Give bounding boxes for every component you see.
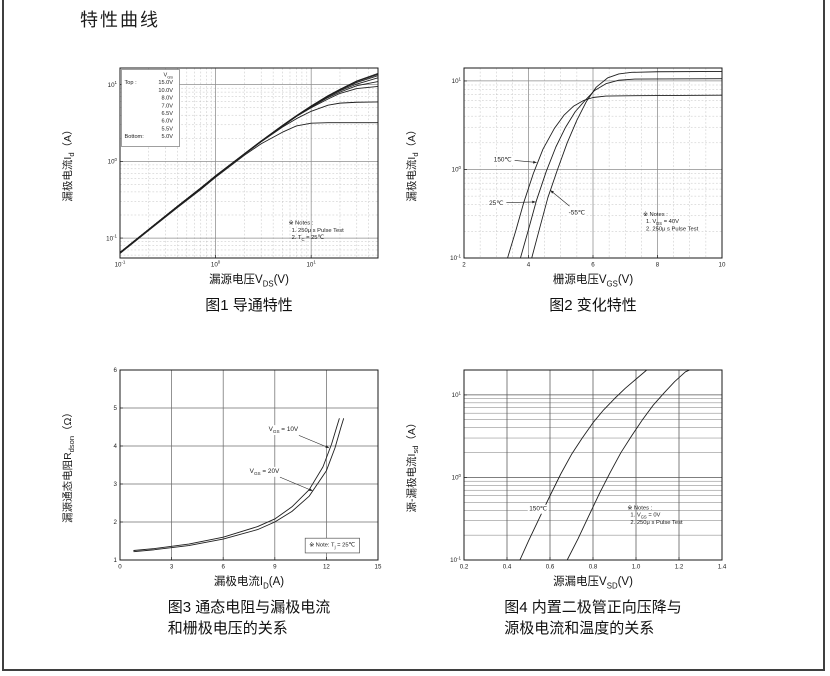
svg-text:漏极电流Id（A）: 漏极电流Id（A） xyxy=(61,124,76,201)
chart2-x-axis-label: 栅源电压VGS(V) xyxy=(552,274,634,289)
svg-text:0.6: 0.6 xyxy=(546,564,555,571)
svg-text:0.4: 0.4 xyxy=(503,564,512,571)
chart3-caption: 图3 通态电阻与漏极电流 和栅极电压的关系 xyxy=(120,597,378,639)
page-title: 特性曲线 xyxy=(80,10,160,31)
svg-text:2: 2 xyxy=(114,519,118,526)
caption-text: 图1 导通特性 xyxy=(205,297,293,315)
svg-text:9: 9 xyxy=(273,564,277,571)
svg-text:源-漏极电流Isd（A）: 源-漏极电流Isd（A） xyxy=(405,418,420,513)
svg-text:10-1: 10-1 xyxy=(450,253,461,262)
figure-1-output-characteristics: 10-1 100 101 101 100 10-1 VGS Top : 15.0V 10.0V 8.… xyxy=(50,58,390,316)
svg-text:1: 1 xyxy=(114,557,118,564)
svg-text:10.0V: 10.0V xyxy=(158,88,173,94)
svg-text:150℃: 150℃ xyxy=(494,157,512,164)
svg-text:150℃: 150℃ xyxy=(529,506,547,513)
svg-text:100: 100 xyxy=(452,165,462,174)
svg-text:100: 100 xyxy=(452,473,462,482)
svg-text:101: 101 xyxy=(452,390,462,399)
svg-text:101: 101 xyxy=(452,76,462,85)
svg-text:5.5V: 5.5V xyxy=(161,126,173,132)
svg-text:3: 3 xyxy=(114,481,118,488)
chart4-x-axis-label: 源漏电压VSD(V) xyxy=(553,576,633,591)
svg-text:-55℃: -55℃ xyxy=(569,209,585,216)
svg-text:6.5V: 6.5V xyxy=(161,111,173,117)
svg-text:6.0V: 6.0V xyxy=(161,119,173,125)
chart1-canvas: 10-1 100 101 101 100 10-1 VGS Top : 15.0V 10.0V 8.… xyxy=(61,67,379,269)
page-border-bottom xyxy=(2,669,825,671)
chart1-caption: 图1 导通特性 xyxy=(120,295,378,316)
svg-text:1. VGS = 0V: 1. VGS = 0V xyxy=(630,513,660,520)
svg-text:2. 250μ s Pulse Test: 2. 250μ s Pulse Test xyxy=(630,520,683,526)
svg-text:VGS = 20V: VGS = 20V xyxy=(250,468,280,476)
chart3-x-axis-label: 漏极电流ID(A) xyxy=(213,576,285,591)
svg-text:8.0V: 8.0V xyxy=(161,96,173,102)
svg-text:Bottom:: Bottom: xyxy=(125,134,145,140)
svg-text:※ Notes :: ※ Notes : xyxy=(643,211,668,218)
svg-text:15.0V: 15.0V xyxy=(158,80,173,86)
svg-text:1. 250μ s Pulse Test: 1. 250μ s Pulse Test xyxy=(292,228,345,234)
caption-text: 图3 通态电阻与漏极电流 和栅极电压的关系 xyxy=(167,599,331,638)
chart4-canvas: 0.2 0.4 0.6 0.8 1.0 1.2 1.4 101 100 10-1 ※ Notes :… xyxy=(405,369,727,571)
svg-text:101: 101 xyxy=(108,80,118,89)
svg-text:2. TC = 25℃: 2. TC = 25℃ xyxy=(292,235,325,242)
svg-text:2. 250μ s Pulse Test: 2. 250μ s Pulse Test xyxy=(646,226,699,232)
svg-text:10-1: 10-1 xyxy=(106,233,117,242)
svg-text:※ Notes :: ※ Notes : xyxy=(289,220,314,227)
page-border-left xyxy=(2,0,4,671)
svg-text:100: 100 xyxy=(211,260,221,269)
page-border-right xyxy=(823,0,825,671)
figure-3-rdson-curve: 0 3 6 9 12 15 6 5 4 3 2 1 ※ Note: Tj = 25℃ VGS = 10V V… xyxy=(50,360,390,639)
svg-text:7.0V: 7.0V xyxy=(161,103,173,109)
svg-text:25℃: 25℃ xyxy=(489,200,503,207)
caption-text: 图2 变化特性 xyxy=(549,297,637,315)
caption-text: 图4 内置二极管正向压降与 源极电流和温度的关系 xyxy=(504,599,682,638)
figure-2-transfer-characteristics: 2 4 6 8 10 101 100 10-1 ※ Notes :1. VDS = 40V 2. … xyxy=(394,58,734,316)
svg-text:5: 5 xyxy=(114,405,118,412)
svg-text:6: 6 xyxy=(221,564,225,571)
figure-4-body-diode-curve: 0.2 0.4 0.6 0.8 1.0 1.2 1.4 101 100 10-1 ※ Notes :… xyxy=(394,360,734,639)
svg-text:※ Note: Tj = 25℃: ※ Note: Tj = 25℃ xyxy=(309,542,355,550)
svg-text:8: 8 xyxy=(656,262,660,269)
svg-text:5.0V: 5.0V xyxy=(161,134,173,140)
svg-text:1. VDS = 40V: 1. VDS = 40V xyxy=(646,219,679,226)
svg-text:10-1: 10-1 xyxy=(115,260,126,269)
svg-text:4: 4 xyxy=(114,443,118,450)
chart1-x-axis-label: 漏源电压VDS(V) xyxy=(209,274,289,289)
svg-text:0.8: 0.8 xyxy=(589,564,598,571)
svg-text:100: 100 xyxy=(108,157,118,166)
chart4-caption: 图4 内置二极管正向压降与 源极电流和温度的关系 xyxy=(464,597,722,639)
svg-text:※ Notes :: ※ Notes : xyxy=(627,504,652,511)
svg-text:1.0: 1.0 xyxy=(632,564,641,571)
svg-text:漏极电流Id（A）: 漏极电流Id（A） xyxy=(405,124,420,201)
svg-text:0: 0 xyxy=(118,564,122,571)
svg-text:15: 15 xyxy=(375,564,382,571)
chart3-canvas: 0 3 6 9 12 15 6 5 4 3 2 1 ※ Note: Tj = 25℃ VGS = 10V V… xyxy=(61,367,382,571)
svg-text:漏源通态电阻Rdson（Ω）: 漏源通态电阻Rdson（Ω） xyxy=(61,407,76,523)
svg-text:6: 6 xyxy=(591,262,595,269)
svg-text:2: 2 xyxy=(462,262,466,269)
svg-text:Top :: Top : xyxy=(125,80,138,86)
svg-text:1.2: 1.2 xyxy=(675,564,684,571)
svg-text:10: 10 xyxy=(719,262,726,269)
svg-text:4: 4 xyxy=(527,262,531,269)
svg-text:12: 12 xyxy=(323,564,330,571)
svg-text:10-1: 10-1 xyxy=(450,555,461,564)
chart2-caption: 图2 变化特性 xyxy=(464,295,722,316)
svg-text:1.4: 1.4 xyxy=(718,564,727,571)
svg-text:VGS = 10V: VGS = 10V xyxy=(269,426,299,434)
svg-text:0.2: 0.2 xyxy=(460,564,469,571)
chart2-canvas: 2 4 6 8 10 101 100 10-1 ※ Notes :1. VDS = 40V2. … xyxy=(405,67,726,269)
svg-text:3: 3 xyxy=(170,564,174,571)
svg-text:VGS: VGS xyxy=(163,73,173,80)
svg-text:6: 6 xyxy=(114,367,118,374)
svg-text:101: 101 xyxy=(306,260,316,269)
